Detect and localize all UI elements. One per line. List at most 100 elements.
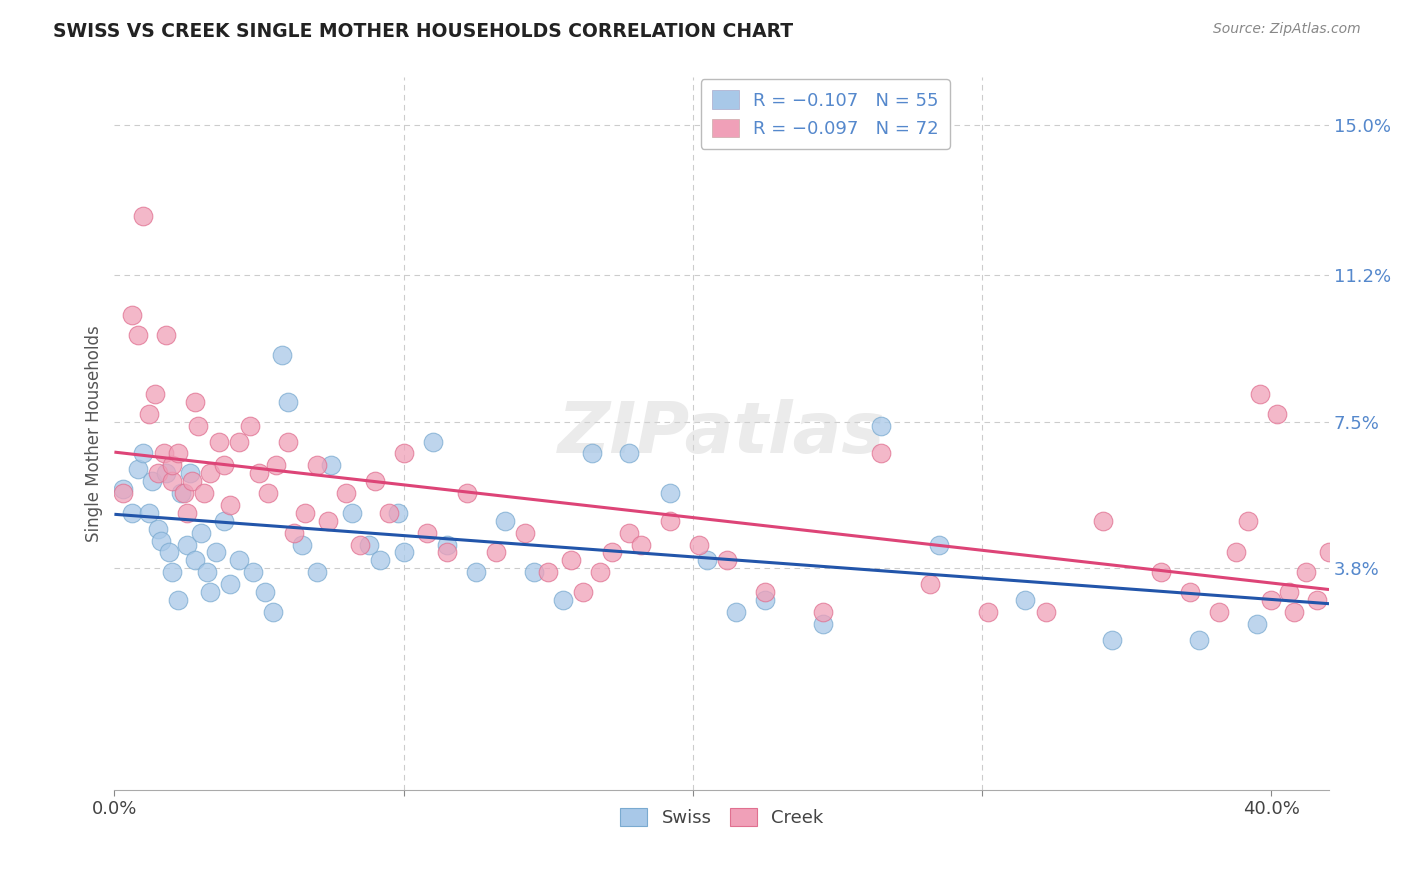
Point — [181, 474, 204, 488]
Point — [228, 434, 250, 449]
Point — [688, 537, 710, 551]
Point — [214, 458, 236, 473]
Point — [658, 486, 681, 500]
Point — [184, 553, 207, 567]
Point — [485, 545, 508, 559]
Point — [146, 522, 169, 536]
Point — [198, 585, 221, 599]
Point — [464, 565, 486, 579]
Point — [387, 506, 409, 520]
Point — [392, 446, 415, 460]
Point — [617, 446, 640, 460]
Point — [277, 434, 299, 449]
Point — [219, 577, 242, 591]
Point — [198, 467, 221, 481]
Point — [1246, 616, 1268, 631]
Point — [242, 565, 264, 579]
Point — [121, 506, 143, 520]
Point — [422, 434, 444, 449]
Point — [262, 605, 284, 619]
Point — [321, 458, 343, 473]
Point — [256, 486, 278, 500]
Text: Source: ZipAtlas.com: Source: ZipAtlas.com — [1213, 22, 1361, 37]
Point — [456, 486, 478, 500]
Point — [630, 537, 652, 551]
Point — [155, 327, 177, 342]
Point — [271, 347, 294, 361]
Point — [253, 585, 276, 599]
Point — [176, 537, 198, 551]
Point — [754, 585, 776, 599]
Point — [335, 486, 357, 500]
Point — [152, 446, 174, 460]
Point — [155, 467, 177, 481]
Point — [318, 514, 340, 528]
Point — [149, 533, 172, 548]
Point — [1260, 593, 1282, 607]
Point — [283, 525, 305, 540]
Point — [207, 434, 229, 449]
Point — [228, 553, 250, 567]
Point — [1014, 593, 1036, 607]
Point — [696, 553, 718, 567]
Point — [716, 553, 738, 567]
Point — [869, 418, 891, 433]
Point — [349, 537, 371, 551]
Point — [195, 565, 218, 579]
Y-axis label: Single Mother Households: Single Mother Households — [86, 326, 103, 542]
Point — [193, 486, 215, 500]
Point — [162, 565, 184, 579]
Point — [173, 486, 195, 500]
Point — [187, 418, 209, 433]
Point — [513, 525, 536, 540]
Point — [617, 525, 640, 540]
Point — [1317, 545, 1340, 559]
Point — [1249, 387, 1271, 401]
Point — [219, 498, 242, 512]
Legend: Swiss, Creek: Swiss, Creek — [613, 800, 831, 834]
Point — [523, 565, 546, 579]
Point — [436, 545, 458, 559]
Point — [291, 537, 314, 551]
Point — [340, 506, 363, 520]
Point — [184, 395, 207, 409]
Point — [162, 458, 184, 473]
Point — [132, 209, 155, 223]
Point — [179, 467, 201, 481]
Point — [190, 525, 212, 540]
Point — [162, 474, 184, 488]
Point — [294, 506, 316, 520]
Point — [977, 605, 1000, 619]
Point — [416, 525, 439, 540]
Point — [1306, 593, 1329, 607]
Point — [1101, 632, 1123, 647]
Point — [1277, 585, 1299, 599]
Point — [138, 506, 160, 520]
Point — [141, 474, 163, 488]
Point — [112, 486, 135, 500]
Point — [1188, 632, 1211, 647]
Point — [1092, 514, 1115, 528]
Point — [811, 616, 834, 631]
Point — [392, 545, 415, 559]
Point — [214, 514, 236, 528]
Text: ZIPatlas: ZIPatlas — [558, 400, 886, 468]
Point — [1035, 605, 1057, 619]
Point — [127, 462, 149, 476]
Point — [305, 565, 328, 579]
Point — [143, 387, 166, 401]
Point — [658, 514, 681, 528]
Point — [572, 585, 595, 599]
Point — [305, 458, 328, 473]
Point — [918, 577, 941, 591]
Point — [112, 482, 135, 496]
Point — [176, 506, 198, 520]
Point — [167, 446, 190, 460]
Point — [146, 467, 169, 481]
Point — [537, 565, 560, 579]
Point — [204, 545, 226, 559]
Point — [1225, 545, 1247, 559]
Point — [754, 593, 776, 607]
Point — [560, 553, 582, 567]
Point — [370, 553, 392, 567]
